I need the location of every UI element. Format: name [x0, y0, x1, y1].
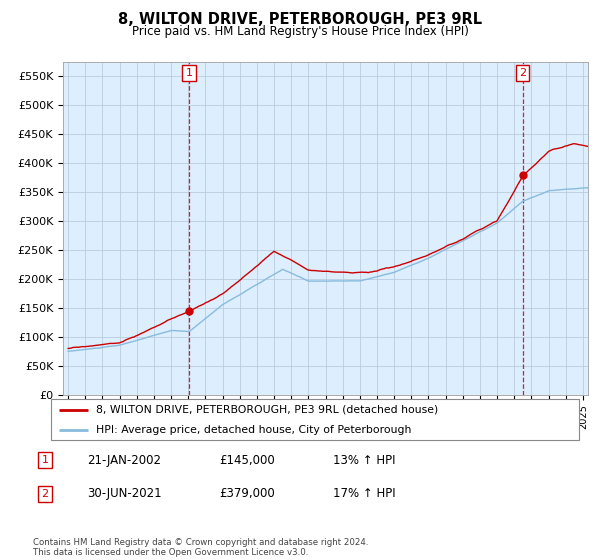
Text: 17% ↑ HPI: 17% ↑ HPI: [333, 487, 395, 501]
Text: 2: 2: [519, 68, 526, 78]
Text: £145,000: £145,000: [219, 454, 275, 467]
Text: 30-JUN-2021: 30-JUN-2021: [87, 487, 161, 501]
Text: 1: 1: [41, 455, 49, 465]
Text: 1: 1: [185, 68, 193, 78]
Text: 13% ↑ HPI: 13% ↑ HPI: [333, 454, 395, 467]
Text: 21-JAN-2002: 21-JAN-2002: [87, 454, 161, 467]
Text: HPI: Average price, detached house, City of Peterborough: HPI: Average price, detached house, City…: [96, 425, 411, 435]
FancyBboxPatch shape: [51, 399, 579, 440]
Text: 8, WILTON DRIVE, PETERBOROUGH, PE3 9RL (detached house): 8, WILTON DRIVE, PETERBOROUGH, PE3 9RL (…: [96, 405, 438, 415]
Text: Price paid vs. HM Land Registry's House Price Index (HPI): Price paid vs. HM Land Registry's House …: [131, 25, 469, 38]
Text: 2: 2: [41, 489, 49, 499]
Text: Contains HM Land Registry data © Crown copyright and database right 2024.
This d: Contains HM Land Registry data © Crown c…: [33, 538, 368, 557]
Text: £379,000: £379,000: [219, 487, 275, 501]
Text: 8, WILTON DRIVE, PETERBOROUGH, PE3 9RL: 8, WILTON DRIVE, PETERBOROUGH, PE3 9RL: [118, 12, 482, 27]
